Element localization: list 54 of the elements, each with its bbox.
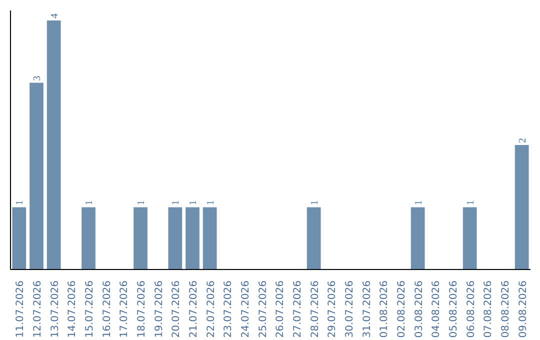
bar bbox=[202, 207, 217, 270]
x-tick-label: 21.07.2026 bbox=[188, 280, 200, 338]
x-tick-label: 15.07.2026 bbox=[84, 280, 96, 338]
x-tick-label: 17.07.2026 bbox=[119, 280, 130, 338]
x-tick-label: 05.08.2026 bbox=[448, 280, 460, 338]
x-tick-label: 03.08.2026 bbox=[414, 280, 425, 338]
x-tick-label: 07.08.2026 bbox=[483, 280, 494, 338]
x-tick-label: 24.07.2026 bbox=[240, 280, 252, 338]
x-tick-label: 06.08.2026 bbox=[466, 280, 477, 338]
x-tick-label: 01.08.2026 bbox=[379, 280, 390, 338]
x-tick-label: 09.08.2026 bbox=[518, 280, 529, 338]
bar bbox=[46, 20, 61, 270]
x-tick-label: 04.08.2026 bbox=[431, 280, 442, 338]
x-tick-label: 12.07.2026 bbox=[32, 280, 44, 338]
data-label: 1 bbox=[170, 200, 182, 206]
x-tick-label: 14.07.2026 bbox=[67, 280, 78, 338]
data-label: 4 bbox=[49, 13, 60, 18]
bar bbox=[82, 207, 96, 270]
bar bbox=[410, 207, 425, 270]
bar bbox=[30, 82, 44, 270]
bar bbox=[168, 207, 182, 270]
x-tick-label: 08.08.2026 bbox=[500, 280, 512, 338]
x-tick-label: 02.08.2026 bbox=[396, 280, 408, 338]
x-tick-label: 23.07.2026 bbox=[223, 280, 234, 338]
x-tick-label: 18.07.2026 bbox=[136, 280, 148, 338]
data-label: 1 bbox=[188, 200, 199, 206]
data-label: 1 bbox=[205, 200, 216, 206]
bar bbox=[462, 207, 477, 270]
data-label: 1 bbox=[309, 200, 320, 206]
x-tick-label: 27.07.2026 bbox=[292, 280, 304, 338]
x-tick-label: 29.07.2026 bbox=[327, 280, 338, 338]
x-tick-label: 31.07.2026 bbox=[362, 280, 373, 338]
bar bbox=[134, 207, 148, 270]
bar bbox=[306, 207, 321, 270]
data-label: 1 bbox=[413, 200, 424, 206]
x-tick-label: 20.07.2026 bbox=[171, 280, 182, 338]
bar bbox=[514, 144, 529, 270]
x-tick-label: 22.07.2026 bbox=[206, 280, 217, 338]
data-label: 1 bbox=[14, 200, 26, 206]
data-label: 3 bbox=[32, 76, 43, 81]
data-label: 1 bbox=[465, 200, 476, 206]
x-tick-label: 26.07.2026 bbox=[275, 280, 286, 338]
data-label: 2 bbox=[517, 138, 528, 143]
data-label: 1 bbox=[136, 200, 147, 206]
x-tick-label: 30.07.2026 bbox=[344, 280, 356, 338]
bar bbox=[12, 207, 26, 270]
data-label: 1 bbox=[84, 200, 95, 206]
x-tick-label: 11.07.2026 bbox=[15, 280, 26, 338]
x-tick-label: 16.07.2026 bbox=[102, 280, 113, 338]
x-tick-label: 19.07.2026 bbox=[154, 280, 165, 338]
bar bbox=[186, 207, 200, 270]
x-tick-label: 25.07.2026 bbox=[258, 280, 269, 338]
x-tick-label: 28.07.2026 bbox=[310, 280, 321, 338]
x-tick-label: 13.07.2026 bbox=[50, 280, 61, 338]
